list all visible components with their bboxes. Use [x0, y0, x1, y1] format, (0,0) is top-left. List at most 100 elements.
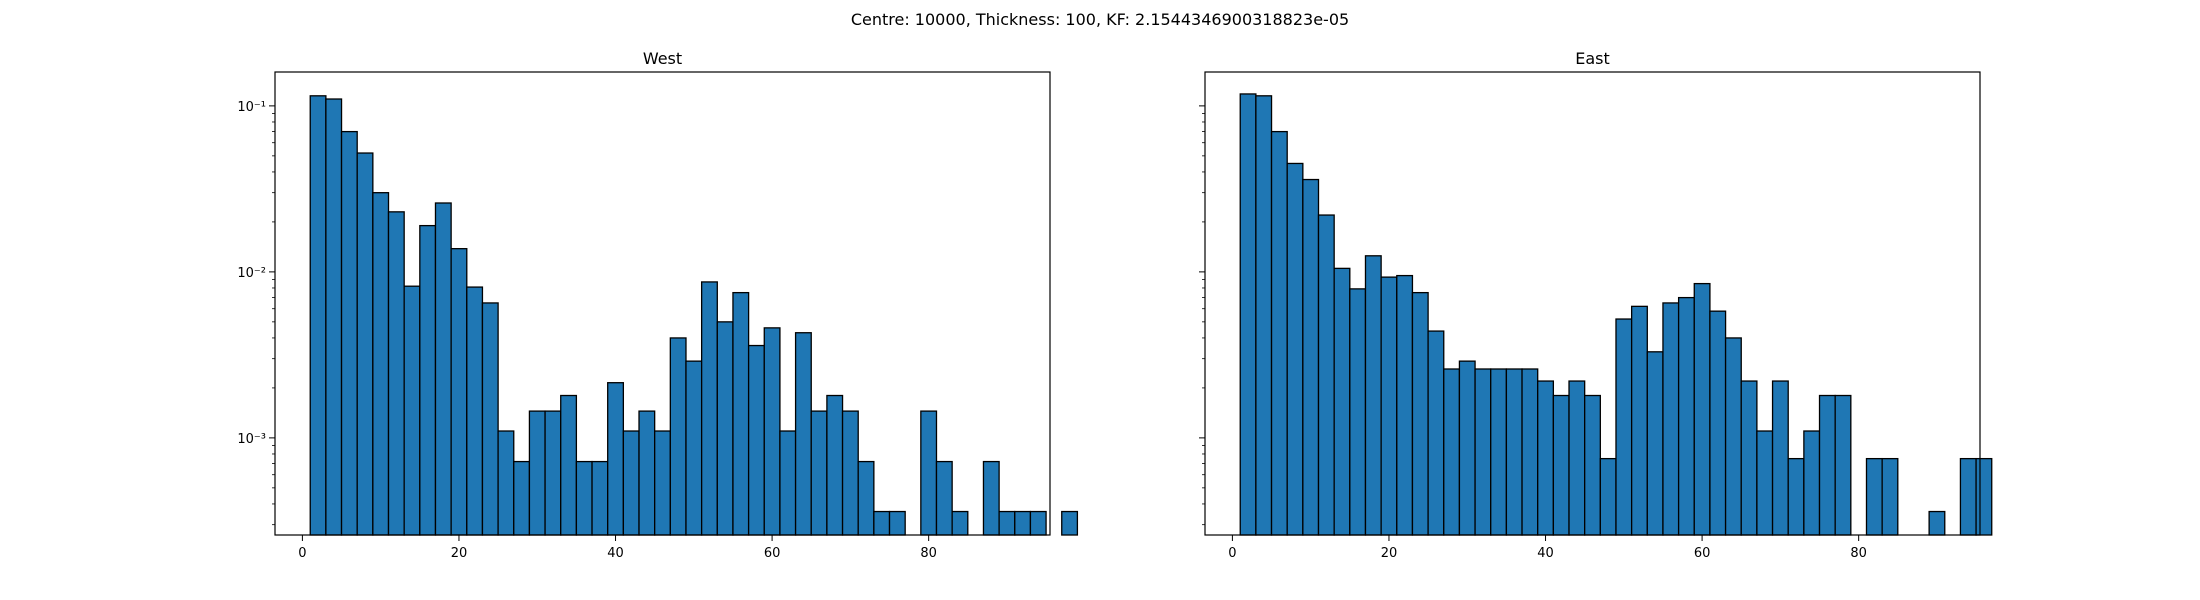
- histogram-bar: [998, 510, 1016, 536]
- histogram-bar: [1505, 368, 1523, 536]
- histogram-bar: [982, 460, 1000, 536]
- histogram-bar: [560, 394, 578, 536]
- histogram-bar: [747, 344, 765, 536]
- histogram-bar: [841, 410, 859, 536]
- histogram-bar: [591, 460, 609, 536]
- axes-frame: [1204, 71, 1981, 536]
- histogram-bar: [1599, 457, 1617, 536]
- x-tick-label: 20: [1381, 546, 1398, 561]
- histogram-bar: [1396, 274, 1414, 536]
- histogram-bar: [1474, 368, 1492, 536]
- histogram-bar: [1756, 430, 1774, 536]
- y-tick-label: 10⁻³: [237, 432, 266, 447]
- histogram-bar: [826, 394, 844, 536]
- histogram-bar: [1615, 318, 1633, 536]
- histogram-bar: [1818, 394, 1836, 536]
- histogram-bar: [1317, 214, 1335, 536]
- histogram-bar: [888, 510, 906, 536]
- histogram-bar: [1928, 510, 1946, 536]
- histogram-bar: [1364, 255, 1382, 536]
- histogram-bar: [622, 430, 640, 536]
- histogram-bar: [1349, 288, 1367, 536]
- histogram-bar: [1537, 380, 1555, 536]
- histogram-bar: [920, 410, 938, 536]
- x-tick-label: 60: [764, 546, 781, 561]
- histogram-bar: [951, 510, 969, 536]
- histogram-bar: [497, 430, 515, 536]
- histogram-bar: [419, 224, 437, 536]
- histogram-bar: [1584, 394, 1601, 536]
- histogram-bar: [544, 410, 562, 536]
- x-tick-label: 80: [1850, 546, 1867, 561]
- histogram-bar: [1302, 178, 1320, 536]
- histogram-bar: [481, 302, 499, 536]
- histogram-bar: [1552, 394, 1570, 536]
- histogram-bar: [763, 327, 781, 536]
- histogram-bar: [1490, 368, 1508, 536]
- histogram-bar: [1803, 430, 1821, 536]
- histogram-bar: [1787, 457, 1805, 536]
- histogram-bar: [1270, 130, 1288, 536]
- histogram-bar: [1724, 337, 1742, 536]
- x-tick-label: 40: [607, 546, 624, 561]
- figure-suptitle: Centre: 10000, Thickness: 100, KF: 2.154…: [851, 10, 1349, 29]
- histogram-bar: [1881, 457, 1899, 536]
- histogram-bar: [1521, 368, 1539, 536]
- histogram-bar: [1568, 380, 1586, 536]
- histogram-bar: [1771, 380, 1789, 536]
- histogram-bar: [403, 285, 421, 536]
- histogram-bar: [356, 152, 374, 536]
- x-tick-label: 60: [1694, 546, 1711, 561]
- histogram-bar: [700, 281, 718, 536]
- histogram-bar: [528, 410, 546, 536]
- histogram-bar: [1411, 291, 1429, 536]
- histogram-bar: [1255, 95, 1273, 536]
- histogram-bar: [1443, 368, 1461, 536]
- histogram-bar: [1646, 351, 1664, 536]
- histogram-bar: [669, 337, 687, 536]
- histogram-bar: [1380, 276, 1398, 536]
- histogram-bar: [1630, 305, 1648, 536]
- histogram-bar: [1014, 510, 1032, 536]
- histogram-bar: [434, 202, 452, 536]
- histogram-bar: [1333, 267, 1351, 536]
- x-tick-label: 40: [1537, 546, 1554, 561]
- histogram-bar: [466, 286, 484, 536]
- histogram-bar: [716, 321, 734, 536]
- histogram-bar: [387, 211, 405, 536]
- histogram-bar: [1975, 457, 1993, 536]
- histogram-bar: [1709, 310, 1727, 536]
- histogram-bar: [794, 332, 812, 536]
- y-tick-label: 10⁻¹: [237, 100, 266, 115]
- histogram-bar: [1427, 330, 1445, 536]
- histogram-bar: [935, 460, 953, 536]
- histogram-bar: [1740, 380, 1758, 536]
- histogram-bar: [575, 460, 593, 536]
- histogram-bar: [857, 460, 875, 536]
- histogram-bar: [325, 98, 343, 536]
- histogram-bar: [654, 430, 671, 536]
- subplot-title: West: [643, 49, 682, 68]
- histogram-bar: [779, 430, 797, 536]
- histogram-bar: [1061, 510, 1079, 536]
- histogram-bar: [1865, 457, 1883, 536]
- histogram-bar: [685, 360, 703, 536]
- histogram-bar: [1029, 510, 1047, 536]
- histogram-bar: [732, 291, 750, 536]
- histogram-bar: [1286, 162, 1304, 536]
- histogram-bar: [1693, 282, 1711, 536]
- x-tick-label: 20: [451, 546, 468, 561]
- histogram-bar: [810, 410, 828, 536]
- histogram-bar: [1677, 296, 1695, 536]
- histogram-bar: [638, 410, 656, 536]
- west-subplot: West 0 20 40 60 80 10⁻³ 10⁻² 10⁻¹: [237, 49, 1079, 561]
- histogram-bar: [309, 95, 327, 536]
- subplot-title: East: [1575, 49, 1610, 68]
- x-tick-label: 0: [1228, 546, 1236, 561]
- histogram-bar: [1458, 360, 1476, 536]
- y-tick-label: 10⁻²: [237, 266, 266, 281]
- histogram-bar: [513, 460, 531, 536]
- histogram-bar: [873, 510, 891, 536]
- histogram-bar: [450, 248, 468, 536]
- histogram-bar: [340, 130, 358, 536]
